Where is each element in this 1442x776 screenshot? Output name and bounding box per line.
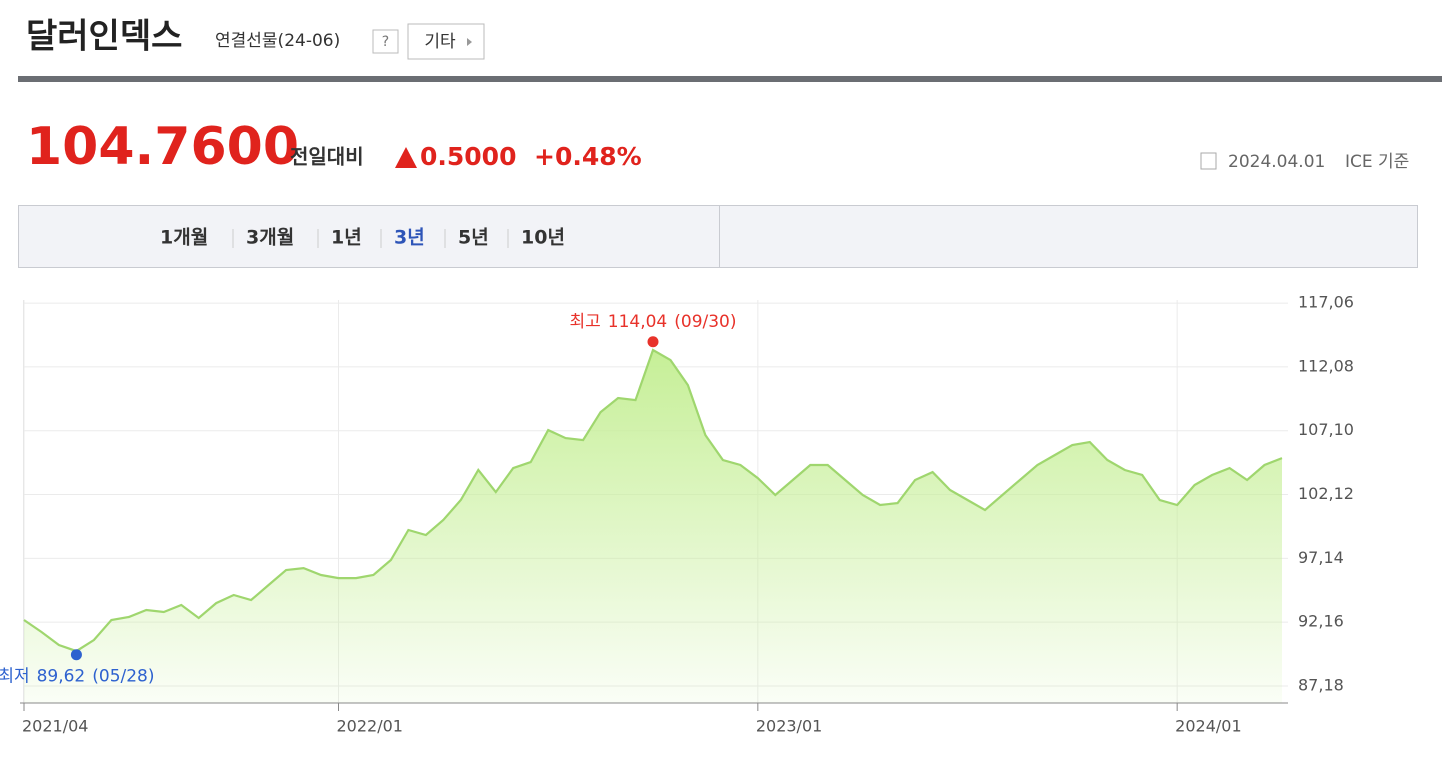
chart: 87,18 92,16 97,14 102,12 107,10 112,08 117,06 2… [0, 293, 1354, 736]
tab-bar [18, 205, 1418, 268]
date: 2024.04.01 [1228, 152, 1325, 172]
extreme-date: (05/28) [92, 667, 154, 687]
x-tick-label: 2022/01 [337, 717, 403, 736]
extreme-date: (09/30) [674, 312, 736, 332]
extreme-value-label: 114,04 [608, 312, 667, 332]
extreme-label: 최저 89,62 (05/28) [0, 667, 155, 687]
y-tick-label: 97,14 [1298, 548, 1344, 567]
extreme-marker [647, 336, 659, 348]
subtitle: 연결선물(24-06) [215, 31, 340, 51]
more-arrow [467, 38, 472, 46]
extreme-label: 최고 114,04 (09/30) [569, 312, 736, 332]
tabs: 1개월 3개월 1년 3년 5년 10년 [160, 227, 565, 249]
change-label: 전일대비 [290, 145, 364, 169]
x-tick-label: 2024/01 [1175, 717, 1241, 736]
y-tick-label: 87,18 [1298, 675, 1344, 694]
up-icon [395, 147, 417, 168]
calendar-icon [1200, 152, 1217, 170]
tab[interactable]: 1개월 [160, 227, 208, 249]
extreme-label: 최저 [0, 667, 30, 687]
divider [18, 76, 1442, 82]
area [24, 350, 1282, 703]
extreme-marker [70, 649, 82, 661]
x-tick-label: 2021/04 [22, 717, 88, 736]
help-text: ? [382, 34, 389, 50]
y-tick-label: 92,16 [1298, 612, 1344, 631]
page-title: 달러인덱스 [26, 17, 182, 57]
price: 104.7600 [26, 117, 299, 177]
change: 0.5000 [420, 142, 516, 171]
source: ICE 기준 [1345, 152, 1409, 172]
line [23, 348, 1283, 653]
y-tick-label: 107,10 [1298, 420, 1354, 439]
change-pct: +0.48% [534, 142, 642, 171]
y-tick-label: 117,06 [1298, 293, 1354, 312]
extreme-label: 최고 [569, 312, 600, 332]
help-button[interactable] [372, 29, 399, 54]
tab[interactable]: 3개월 [246, 227, 294, 249]
tab[interactable]: 3년 [394, 227, 425, 249]
tab[interactable]: 5년 [458, 227, 489, 249]
y-tick-label: 102,12 [1298, 484, 1354, 503]
extreme-value-label: 89,62 [37, 667, 86, 687]
x-tick-label: 2023/01 [756, 717, 822, 736]
more-text: 기타 [424, 32, 456, 52]
y-tick-label: 112,08 [1298, 356, 1354, 375]
tab[interactable]: 10년 [521, 227, 565, 249]
tab[interactable]: 1년 [331, 227, 362, 249]
